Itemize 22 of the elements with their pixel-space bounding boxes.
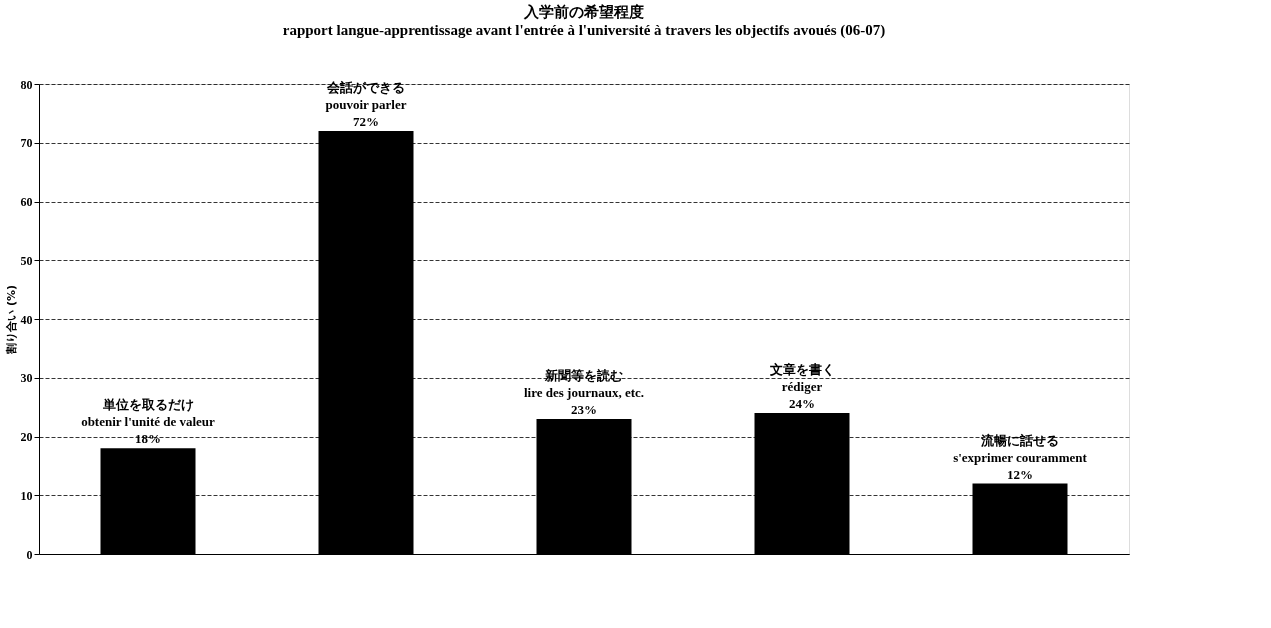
data-label: 72% (353, 114, 379, 129)
data-label: 24% (789, 396, 815, 411)
y-tick-label: 10 (20, 488, 33, 503)
y-tick-label: 70 (20, 136, 33, 151)
y-tick-label: 50 (20, 253, 33, 268)
y-tick-label: 80 (20, 77, 33, 92)
data-label: 18% (135, 431, 161, 447)
data-label: 12% (1007, 466, 1033, 482)
y-tick-label: 60 (20, 195, 33, 209)
x-tick-label: 文章を書く rédiger (768, 362, 835, 394)
chart-title: 入学前の希望程度 (523, 3, 644, 21)
y-tick-label: 20 (20, 430, 33, 444)
x-tick-label: 流暢に話せる s'exprimer couramment (953, 432, 1088, 465)
chart-subtitle: rapport langue-apprentissage avant l'entrée à l'université à travers les objectifs avoués (06-07) (282, 22, 886, 39)
x-tick-label: 新聞等を読む lire des journaux, etc. (524, 367, 644, 400)
x-tick-label: 単位を取るだけ obtenir l'unité de valeur (81, 397, 216, 430)
y-tick-label: 30 (20, 371, 33, 386)
x-tick-label: 会話ができる pouvoir parler (325, 80, 407, 112)
y-tick-label: 40 (20, 312, 33, 327)
data-label: 23% (571, 401, 597, 417)
y-tick-label: 0 (26, 547, 33, 562)
y-axis-title: 割り合い (%) (4, 285, 18, 355)
